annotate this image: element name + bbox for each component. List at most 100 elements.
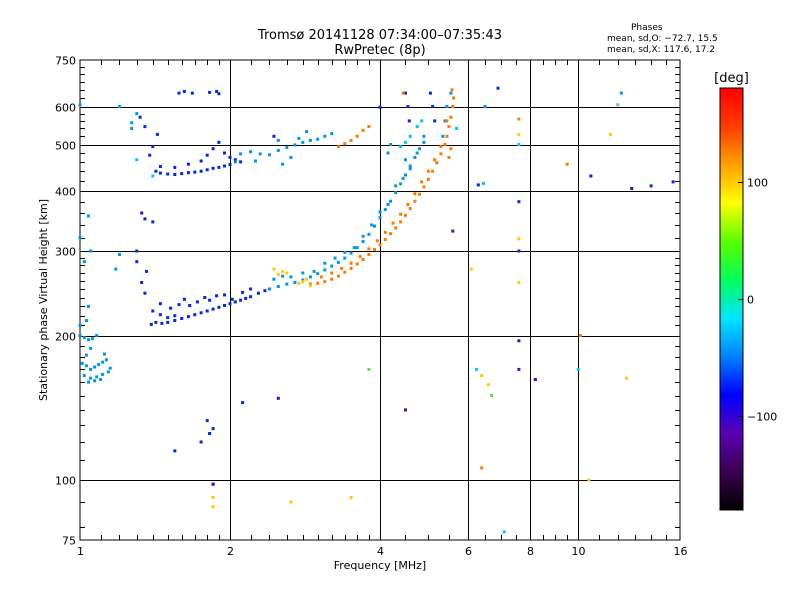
data-point — [186, 171, 190, 175]
data-point — [435, 161, 439, 165]
data-point — [312, 269, 316, 273]
data-point — [399, 220, 403, 224]
data-point — [89, 346, 93, 350]
data-point — [404, 408, 407, 412]
x-axis-label: Frequency [MHz] — [334, 559, 426, 572]
data-point — [426, 177, 430, 181]
data-point — [399, 145, 403, 149]
data-point — [158, 313, 162, 317]
data-point — [223, 304, 226, 307]
data-point — [358, 255, 362, 259]
data-point — [186, 315, 190, 319]
data-point — [239, 160, 243, 164]
data-point — [217, 305, 221, 309]
data-point — [223, 293, 226, 297]
data-point — [361, 128, 365, 132]
data-point — [215, 294, 219, 298]
data-point — [211, 307, 215, 311]
data-point — [205, 168, 209, 172]
data-point — [343, 142, 347, 146]
data-point — [502, 530, 506, 534]
data-point — [355, 134, 359, 138]
y-tick-label: 200 — [55, 331, 76, 344]
data-point — [140, 211, 144, 215]
data-point — [408, 167, 412, 171]
data-point — [367, 253, 371, 256]
data-point — [413, 192, 417, 196]
data-point — [630, 187, 634, 190]
data-point — [82, 374, 86, 378]
data-point — [285, 146, 289, 149]
data-point — [285, 282, 289, 286]
colorbar-ticks: 100 0 −100 — [738, 177, 777, 424]
data-point — [173, 314, 177, 318]
data-point — [118, 105, 121, 108]
data-point — [420, 180, 424, 184]
chart-subtitle: RwPretec (8p) — [334, 43, 426, 58]
data-point — [145, 269, 148, 273]
data-point — [276, 285, 280, 288]
data-point — [361, 240, 365, 243]
data-point — [389, 143, 393, 146]
data-point — [389, 199, 393, 203]
data-point — [433, 119, 437, 123]
data-point — [249, 150, 253, 154]
data-point — [330, 277, 334, 281]
data-point — [101, 372, 105, 376]
data-point — [406, 203, 410, 206]
data-point — [301, 140, 305, 144]
data-point — [195, 300, 199, 304]
data-point — [151, 220, 155, 224]
grid-lines — [80, 60, 680, 540]
data-point — [367, 247, 371, 251]
data-point — [276, 138, 280, 142]
data-point — [180, 317, 184, 320]
data-point — [199, 169, 203, 173]
data-point — [87, 338, 90, 342]
data-point — [297, 136, 301, 140]
data-point — [138, 115, 142, 119]
data-point — [89, 376, 93, 380]
data-point — [158, 171, 162, 175]
data-points — [78, 86, 675, 534]
data-point — [451, 229, 455, 233]
data-point — [330, 132, 334, 136]
data-point — [289, 155, 293, 159]
data-point — [441, 134, 445, 138]
data-point — [87, 304, 90, 308]
data-point — [149, 322, 153, 326]
data-point — [404, 173, 407, 177]
data-point — [361, 258, 365, 261]
data-point — [415, 125, 419, 129]
data-point — [375, 239, 379, 243]
data-point — [349, 251, 353, 255]
data-point — [336, 145, 340, 149]
data-point — [173, 449, 177, 453]
data-point — [336, 274, 340, 278]
data-point — [239, 298, 243, 302]
data-point — [233, 160, 237, 164]
data-point — [517, 367, 521, 371]
data-point — [91, 337, 95, 341]
data-point — [148, 153, 152, 157]
data-point — [211, 482, 215, 486]
data-point — [89, 249, 93, 253]
data-point — [293, 281, 297, 284]
data-point — [93, 379, 97, 383]
data-point — [78, 103, 82, 107]
data-point — [151, 145, 155, 149]
data-point — [239, 152, 243, 156]
data-point — [118, 253, 121, 256]
data-point — [447, 155, 451, 159]
y-tick-label: 75 — [62, 535, 76, 548]
data-point — [450, 88, 454, 92]
data-point — [281, 162, 285, 166]
data-point — [151, 309, 155, 313]
data-point — [87, 214, 90, 218]
data-point — [135, 260, 139, 264]
y-tick-label: 500 — [55, 140, 76, 153]
data-point — [420, 119, 424, 123]
data-point — [217, 140, 221, 144]
data-point — [408, 164, 412, 168]
data-point — [106, 370, 110, 374]
